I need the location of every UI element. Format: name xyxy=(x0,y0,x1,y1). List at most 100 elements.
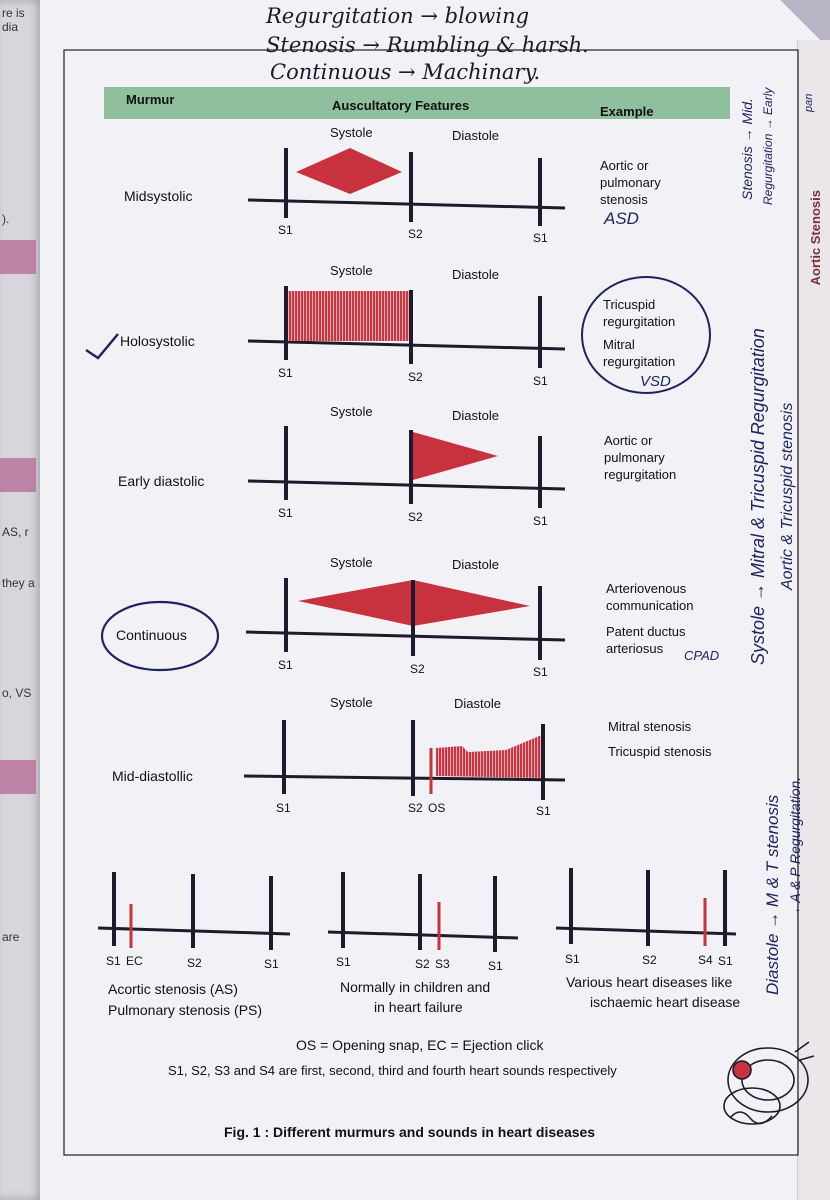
murmur-name: Midsystolic xyxy=(124,188,192,204)
diastole-label: Diastole xyxy=(452,408,499,423)
sound-label: S1 xyxy=(565,952,580,966)
figure-frame xyxy=(63,49,799,1156)
handwritten-note: Stenosis → Mid. xyxy=(739,98,755,200)
sound-label: S1 xyxy=(718,954,733,968)
example-text: regurgitation xyxy=(604,467,676,482)
example-text: Patent ductus xyxy=(606,624,686,639)
handwritten-margin-notes: Stenosis → Mid. Regurgitation → Early pa… xyxy=(739,87,815,995)
handwritten-circle xyxy=(581,276,711,394)
systole-label: Systole xyxy=(330,695,373,710)
sound-label: S1 xyxy=(264,957,279,971)
sound-label: S1 xyxy=(276,801,291,815)
time-axis xyxy=(327,930,519,940)
page-corner xyxy=(770,0,830,40)
sound-label: EC xyxy=(126,954,143,968)
sound-label: S1 xyxy=(533,231,548,245)
doodle-drawing xyxy=(723,1041,815,1125)
left-page-fragment: they a xyxy=(2,576,35,590)
example-text: pulmonary xyxy=(600,175,661,190)
left-page-fragment: o, VS xyxy=(2,686,32,700)
early-diastolic-murmur-wedge xyxy=(413,432,498,480)
time-axis xyxy=(247,198,566,210)
time-axis xyxy=(247,479,566,491)
handwritten-note: Stenosis → Rumbling & harsh. xyxy=(266,33,589,57)
handwritten-note: Regurgitation → blowing xyxy=(266,4,530,28)
handwritten-note: Aortic & Tricuspid stenosis xyxy=(779,403,796,591)
left-page-color-band xyxy=(0,240,36,274)
sound-label: S2 xyxy=(642,953,657,967)
sound-label: S4 xyxy=(698,953,713,967)
example-text: regurgitation xyxy=(603,354,675,369)
handwritten-circle xyxy=(100,600,220,672)
legend-abbreviations: OS = Opening snap, EC = Ejection click xyxy=(296,1037,544,1053)
sound-label: S2 xyxy=(408,510,423,524)
sound-label: S2 xyxy=(187,956,202,970)
sound-label: S2 xyxy=(415,957,430,971)
sound-label: S1 xyxy=(106,954,121,968)
bottom-caption: Various heart diseases like xyxy=(566,974,732,990)
sound-label: S1 xyxy=(278,506,293,520)
sound-label: S1 xyxy=(536,804,551,818)
handwritten-note: Diastole → M & T stenosis xyxy=(763,794,782,995)
example-text: Tricuspid stenosis xyxy=(608,744,712,759)
diastole-label: Diastole xyxy=(452,557,499,572)
left-page-fragment: are xyxy=(2,930,20,944)
diastole-label: Diastole xyxy=(454,696,501,711)
sound-label: S1 xyxy=(278,366,293,380)
sound-label: S1 xyxy=(533,665,548,679)
example-text: stenosis xyxy=(600,192,648,207)
time-axis xyxy=(243,774,566,782)
example-text: Aortic or xyxy=(600,158,649,173)
mid-diastolic-rumble-murmur xyxy=(436,734,544,778)
murmur-name: Holosystolic xyxy=(120,333,195,349)
sound-label: S2 xyxy=(408,370,423,384)
systole-label: Systole xyxy=(330,555,373,570)
left-page-color-band xyxy=(0,760,36,794)
murmur-name: Early diastolic xyxy=(118,473,204,489)
bottom-caption: Normally in children and xyxy=(340,979,490,995)
systole-label: Systole xyxy=(330,263,373,278)
handwritten-note: → A & P Regurgitation. xyxy=(787,777,803,920)
sound-label: S1 xyxy=(336,955,351,969)
left-page-fragment: re is dia xyxy=(2,6,25,34)
example-text: arteriosus xyxy=(606,641,664,656)
handwritten-note: Continuous → Machinary. xyxy=(270,60,541,84)
handwritten-note: pan xyxy=(803,94,815,113)
time-axis xyxy=(247,339,566,351)
sound-label: S2 xyxy=(408,227,423,241)
left-page-fragment: AS, r xyxy=(2,525,29,539)
handwritten-note: Systole → Mitral & Tricuspid Regurgitati… xyxy=(748,328,768,665)
murmur-name: Continuous xyxy=(116,627,187,643)
header-example: Example xyxy=(600,104,653,119)
handwritten-note: Regurgitation → Early xyxy=(761,87,775,205)
sound-label: S1 xyxy=(278,223,293,237)
holosystolic-murmur-band xyxy=(288,291,410,341)
handwritten-example: ASD xyxy=(603,209,639,228)
sound-label: S1 xyxy=(533,514,548,528)
left-page-fragment: ). xyxy=(2,212,10,226)
example-text: pulmonary xyxy=(604,450,665,465)
sound-label: S3 xyxy=(435,957,450,971)
example-text: Tricuspid xyxy=(603,297,655,312)
left-page-color-band xyxy=(0,458,36,492)
diastole-label: Diastole xyxy=(452,267,499,282)
sound-label: OS xyxy=(428,801,445,815)
sound-label: S1 xyxy=(533,374,548,388)
handwritten-example: VSD xyxy=(640,373,671,390)
figure-caption: Fig. 1 : Different murmurs and sounds in… xyxy=(224,1124,595,1140)
midsystolic-diamond-murmur xyxy=(296,148,402,194)
side-tab: Aortic Stenosis xyxy=(797,40,830,1200)
example-text: Aortic or xyxy=(604,433,653,448)
diastole-label: Diastole xyxy=(452,128,499,143)
example-text: communication xyxy=(606,598,693,613)
legend-heart-sounds: S1, S2, S3 and S4 are first, second, thi… xyxy=(168,1063,617,1078)
bottom-caption: Pulmonary stenosis (PS) xyxy=(108,1002,262,1018)
tick-mark-icon xyxy=(85,333,119,360)
handwritten-example: CPAD xyxy=(684,648,719,663)
header-auscultatory-features: Auscultatory Features xyxy=(332,98,469,113)
murmur-name: Mid-diastollic xyxy=(112,768,193,784)
sound-label: S2 xyxy=(408,801,423,815)
bottom-caption: ischaemic heart disease xyxy=(590,994,740,1010)
example-text: Mitral xyxy=(603,337,635,352)
